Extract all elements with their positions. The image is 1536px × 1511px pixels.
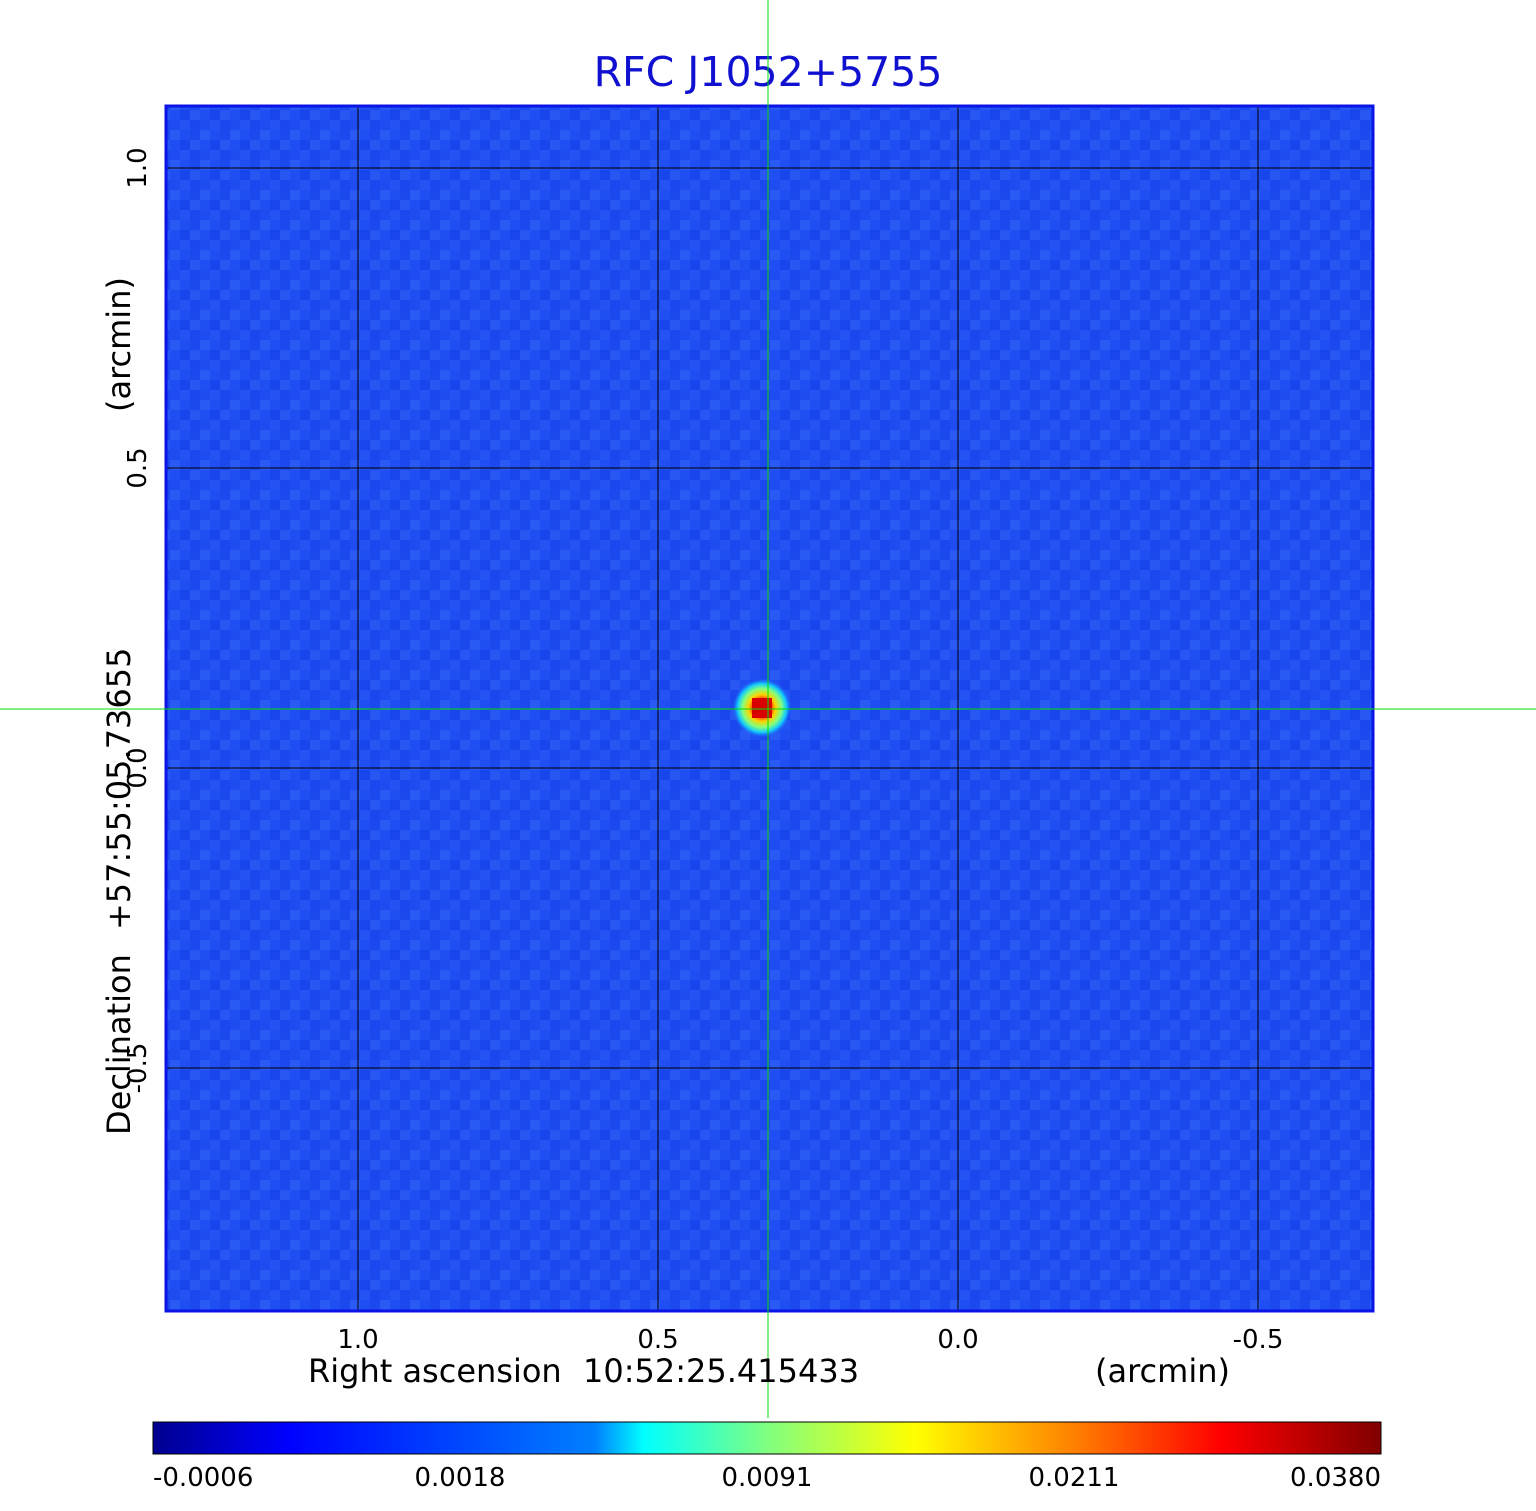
x-tick-label: 1.0: [337, 1325, 378, 1355]
x-tick-label: 0.5: [637, 1325, 678, 1355]
y-axis-center: +57:55:05.73655: [100, 648, 138, 931]
radio-source: [732, 678, 792, 738]
x-axis-label: Right ascension: [308, 1352, 562, 1390]
colorbar-labels: -0.0006 0.0018 0.0091 0.0211 0.0380: [153, 1463, 1381, 1493]
y-tick-label: 0.5: [123, 447, 153, 488]
colorbar-label: -0.0006: [153, 1463, 253, 1493]
y-tick-label: 0.0: [123, 747, 153, 788]
colorbar-label: 0.0091: [722, 1463, 813, 1493]
x-axis-center: 10:52:25.415433: [583, 1352, 859, 1390]
colorbar-label: 0.0211: [1029, 1463, 1120, 1493]
y-axis-unit: (arcmin): [100, 277, 138, 412]
x-tick-label: -0.5: [1233, 1325, 1284, 1355]
colorbar-label: 0.0380: [1290, 1463, 1381, 1493]
y-tick-label: 1.0: [123, 147, 153, 188]
crosshair: [0, 0, 1536, 1418]
source-core: [752, 698, 772, 718]
y-tick-label: -0.5: [123, 1043, 153, 1094]
colorbar-label: 0.0018: [415, 1463, 506, 1493]
y-tick-labels: -0.5 0.0 0.5 1.0: [123, 147, 153, 1093]
x-axis-unit: (arcmin): [1095, 1352, 1230, 1390]
colorbar: [152, 1421, 1382, 1455]
y-axis-label: Declination: [100, 954, 138, 1135]
x-tick-label: 0.0: [937, 1325, 978, 1355]
x-tick-labels: 1.0 0.5 0.0 -0.5: [337, 1325, 1283, 1355]
